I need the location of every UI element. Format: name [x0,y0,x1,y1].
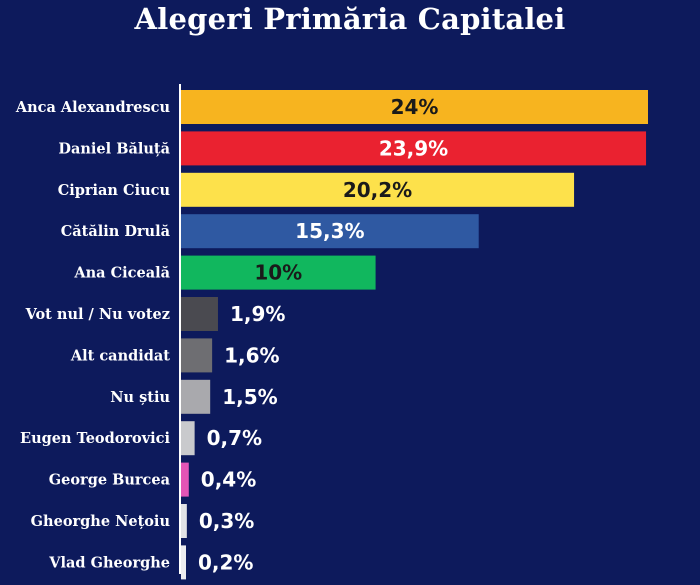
category-label: Ciprian Ciucu [58,182,171,199]
bar-group: Ciprian Ciucu 20,2% [58,172,575,207]
category-label: Anca Alexandrescu [15,99,171,116]
bar [181,504,187,538]
bar [181,172,575,207]
bar-group: Vlad Gheorghe 0,2% [48,545,253,580]
category-label: Nu știu [110,389,170,406]
value-label: 1,6% [224,343,279,367]
bar-group: Nu știu 1,5% [110,379,278,414]
bar-group: Vot nul / Nu votez 1,9% [25,297,285,331]
category-label: Cătălin Drulă [61,223,171,240]
bar [181,214,479,249]
bar [181,545,186,580]
bar [181,462,189,497]
category-label: Daniel Băluță [58,140,170,157]
bar-group: Cătălin Drulă 15,3% [61,214,479,249]
value-label: 15,3% [295,219,364,243]
category-label: George Burcea [49,472,171,489]
value-label: 0,7% [207,426,262,450]
value-label: 1,5% [222,385,277,409]
category-label: Gheorghe Nețoiu [31,513,171,530]
bar [181,90,648,124]
value-label: 20,2% [343,178,412,202]
category-label: Ana Ciceală [73,265,170,282]
bar-group: Eugen Teodorovici 0,7% [20,421,262,456]
value-label: 1,9% [230,302,285,326]
bar [181,255,376,290]
bar-group: Gheorghe Nețoiu 0,3% [31,504,254,538]
value-label: 10% [254,261,302,285]
bar-group: Anca Alexandrescu 24% [15,90,648,124]
category-label: Eugen Teodorovici [20,430,170,447]
bar [181,338,213,373]
value-label: 0,2% [198,550,253,574]
value-label: 0,3% [199,509,254,533]
category-label: Vlad Gheorghe [48,554,170,571]
bar [181,421,195,456]
bar [181,379,211,414]
bar-group: Alt candidat 1,6% [70,338,280,373]
value-label: 0,4% [201,468,256,492]
value-label: 24% [391,95,439,119]
bar-group: Daniel Băluță 23,9% [58,131,647,166]
value-label: 23,9% [379,136,448,160]
bar [181,131,647,166]
bar-group: George Burcea 0,4% [49,462,256,497]
category-label: Alt candidat [70,347,170,364]
bar-group: Ana Ciceală 10% [73,255,376,290]
chart-title: Alegeri Primăria Capitalei [134,2,566,36]
bar [181,297,218,331]
category-label: Vot nul / Nu votez [25,306,170,323]
